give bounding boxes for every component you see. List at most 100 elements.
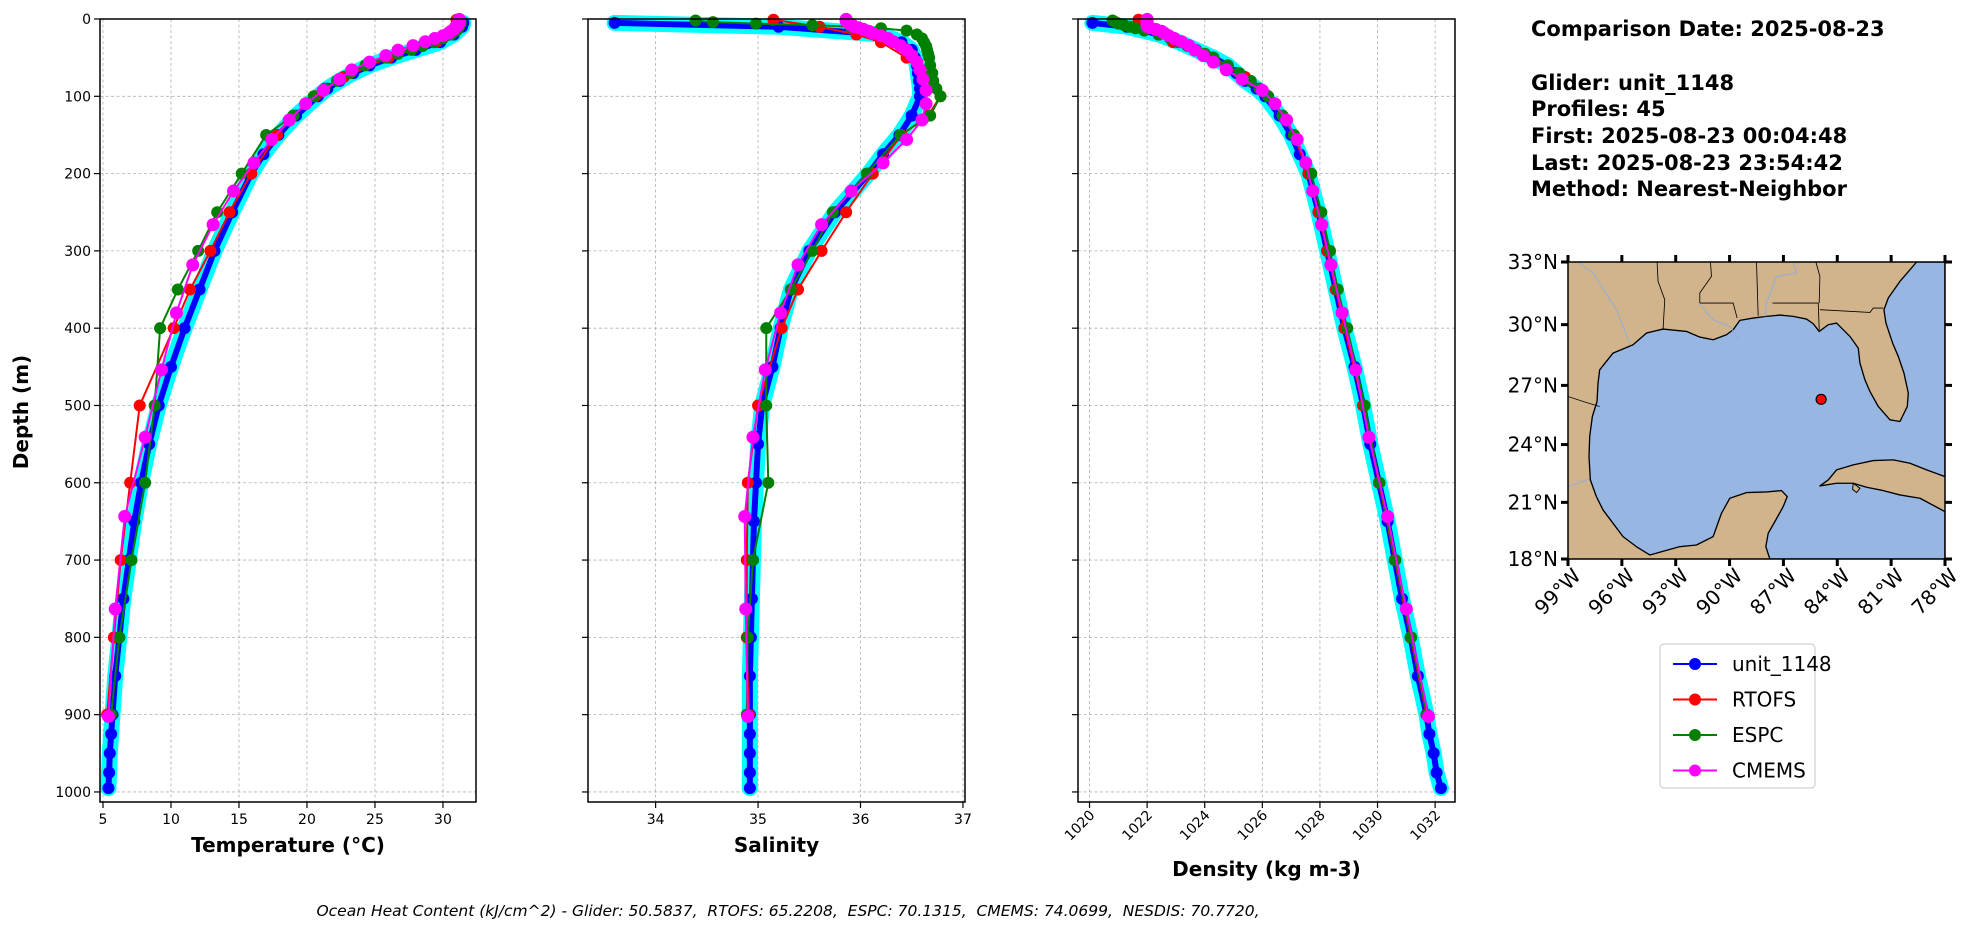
ESPC-point bbox=[860, 167, 873, 180]
ESPC-point bbox=[171, 283, 184, 296]
x-tick-label: 30 bbox=[434, 812, 452, 828]
CMEMS-point bbox=[791, 258, 805, 272]
CMEMS-point bbox=[1290, 133, 1304, 147]
legend-label: ESPC bbox=[1732, 723, 1783, 747]
series-CMEMS bbox=[738, 12, 933, 723]
x-tick-label: 36 bbox=[852, 812, 870, 828]
y-tick-label: 1000 bbox=[55, 785, 91, 801]
ohc-label: Glider bbox=[572, 902, 620, 920]
ESPC-point bbox=[689, 14, 702, 27]
density-plot-area bbox=[1084, 12, 1449, 797]
unit_1148-point bbox=[1086, 16, 1099, 29]
x-tick-label: 34 bbox=[647, 812, 665, 828]
x-tick-label: 1020 bbox=[1062, 808, 1099, 845]
x-tick-label: 25 bbox=[366, 812, 384, 828]
unit_1148-point bbox=[743, 727, 756, 740]
unit_1148-point bbox=[743, 782, 756, 795]
CMEMS-point bbox=[1349, 363, 1363, 377]
CMEMS-point bbox=[118, 509, 132, 523]
ESPC-point bbox=[806, 19, 819, 32]
unit_1148-point bbox=[117, 592, 130, 605]
CMEMS-point bbox=[154, 363, 168, 377]
unit_1148-point bbox=[745, 592, 758, 605]
temperature-panel: 5 10 15 20 25 3001002003004005006007008009001… bbox=[55, 12, 477, 857]
ESPC-point bbox=[760, 322, 773, 335]
RTOFS-point bbox=[840, 206, 853, 219]
CMEMS-point bbox=[1422, 709, 1436, 723]
ohc-label: NESDIS bbox=[1123, 902, 1181, 920]
profile-panels: 5 10 15 20 25 3001002003004005006007008009001… bbox=[55, 12, 1456, 881]
x-tick-label: 10 bbox=[162, 812, 180, 828]
x-tick-label: 1022 bbox=[1119, 808, 1156, 845]
x-tick-label: 15 bbox=[230, 812, 248, 828]
CMEMS-point bbox=[746, 430, 760, 444]
unit_1148-point bbox=[905, 109, 918, 122]
CMEMS-point bbox=[1399, 602, 1413, 616]
glider-name: Glider: unit_1148 bbox=[1531, 71, 1734, 95]
ESPC-point bbox=[139, 476, 152, 489]
y-tick-label: 700 bbox=[64, 553, 91, 569]
temperature-axes-frame bbox=[99, 18, 477, 803]
density-panel: 1020 1022 1024 1026 1028 1030 1032 Density (kg … bbox=[1062, 12, 1456, 881]
x-tick-label: 1024 bbox=[1177, 807, 1214, 844]
CMEMS-point bbox=[844, 184, 858, 198]
y-tick-label: 600 bbox=[64, 476, 91, 492]
ESPC-point bbox=[1331, 283, 1344, 296]
temperature-axis-label: Temperature (°C) bbox=[191, 833, 385, 857]
lon-tick-label: 99°W bbox=[1530, 563, 1586, 619]
density-axis-label: Density (kg m-3) bbox=[1172, 857, 1361, 881]
unit_1148-point bbox=[164, 360, 177, 373]
CMEMS-point bbox=[247, 156, 261, 170]
CMEMS-point bbox=[1335, 306, 1349, 320]
location-map: 33°N 30°N 27°N 24°N 21°N 18°N99°W96°W93°W90°W… bbox=[1508, 250, 1963, 620]
last-time: Last: 2025-08-23 23:54:42 bbox=[1531, 151, 1843, 175]
RTOFS-point bbox=[204, 244, 217, 257]
ESPC-point bbox=[934, 90, 947, 103]
CMEMS-point bbox=[815, 218, 829, 232]
y-tick-label: 800 bbox=[64, 630, 91, 646]
y-tick-label: 0 bbox=[82, 12, 91, 28]
x-tick-label: 20 bbox=[298, 812, 316, 828]
state-borders bbox=[1568, 262, 1884, 407]
ESPC-point bbox=[211, 206, 224, 219]
ESPC-line bbox=[1112, 19, 1429, 715]
CMEMS-point bbox=[299, 97, 313, 111]
RTOFS-point bbox=[815, 244, 828, 257]
ohc-separator: , bbox=[833, 902, 848, 920]
CMEMS-point bbox=[1381, 509, 1395, 523]
CMEMS-point bbox=[876, 156, 890, 170]
CMEMS-point bbox=[363, 55, 377, 69]
CMEMS-point bbox=[138, 430, 152, 444]
CMEMS-point bbox=[1235, 72, 1249, 86]
ohc-separator: , bbox=[1108, 902, 1123, 920]
RTOFS-point bbox=[775, 322, 788, 335]
ESPC-point bbox=[900, 24, 913, 37]
ohc-value: 74.0699 bbox=[1044, 902, 1108, 920]
ESPC-point bbox=[806, 244, 819, 257]
lon-tick-label: 81°W bbox=[1853, 563, 1909, 619]
CMEMS-point bbox=[916, 72, 930, 86]
y-tick-label: 900 bbox=[64, 708, 91, 724]
ohc-label: CMEMS bbox=[977, 902, 1034, 920]
CMEMS-point bbox=[265, 133, 279, 147]
lon-tick-label: 78°W bbox=[1907, 563, 1963, 619]
ohc-value: 50.5837 bbox=[629, 902, 693, 920]
CMEMS-point bbox=[1206, 55, 1220, 69]
ohc-separator: : bbox=[1034, 902, 1044, 920]
RTOFS-point bbox=[133, 399, 146, 412]
x-tick-label: 1028 bbox=[1292, 808, 1329, 845]
x-tick-label: 35 bbox=[749, 812, 767, 828]
CMEMS-point bbox=[1362, 430, 1376, 444]
ESPC-point bbox=[746, 554, 759, 567]
y-axis-label: Depth (m) bbox=[9, 355, 33, 469]
CMEMS-point bbox=[758, 363, 772, 377]
legend-frame bbox=[1659, 643, 1816, 789]
unit_1148-point bbox=[103, 747, 116, 760]
salinity-axis-label: Salinity bbox=[734, 833, 819, 857]
CMEMS-point bbox=[919, 83, 933, 97]
ESPC-point bbox=[125, 554, 138, 567]
ohc-label: ESPC bbox=[848, 902, 888, 920]
ESPC-point bbox=[154, 322, 167, 335]
unit_1148-point bbox=[1427, 747, 1440, 760]
unit_1148-point bbox=[103, 766, 116, 779]
